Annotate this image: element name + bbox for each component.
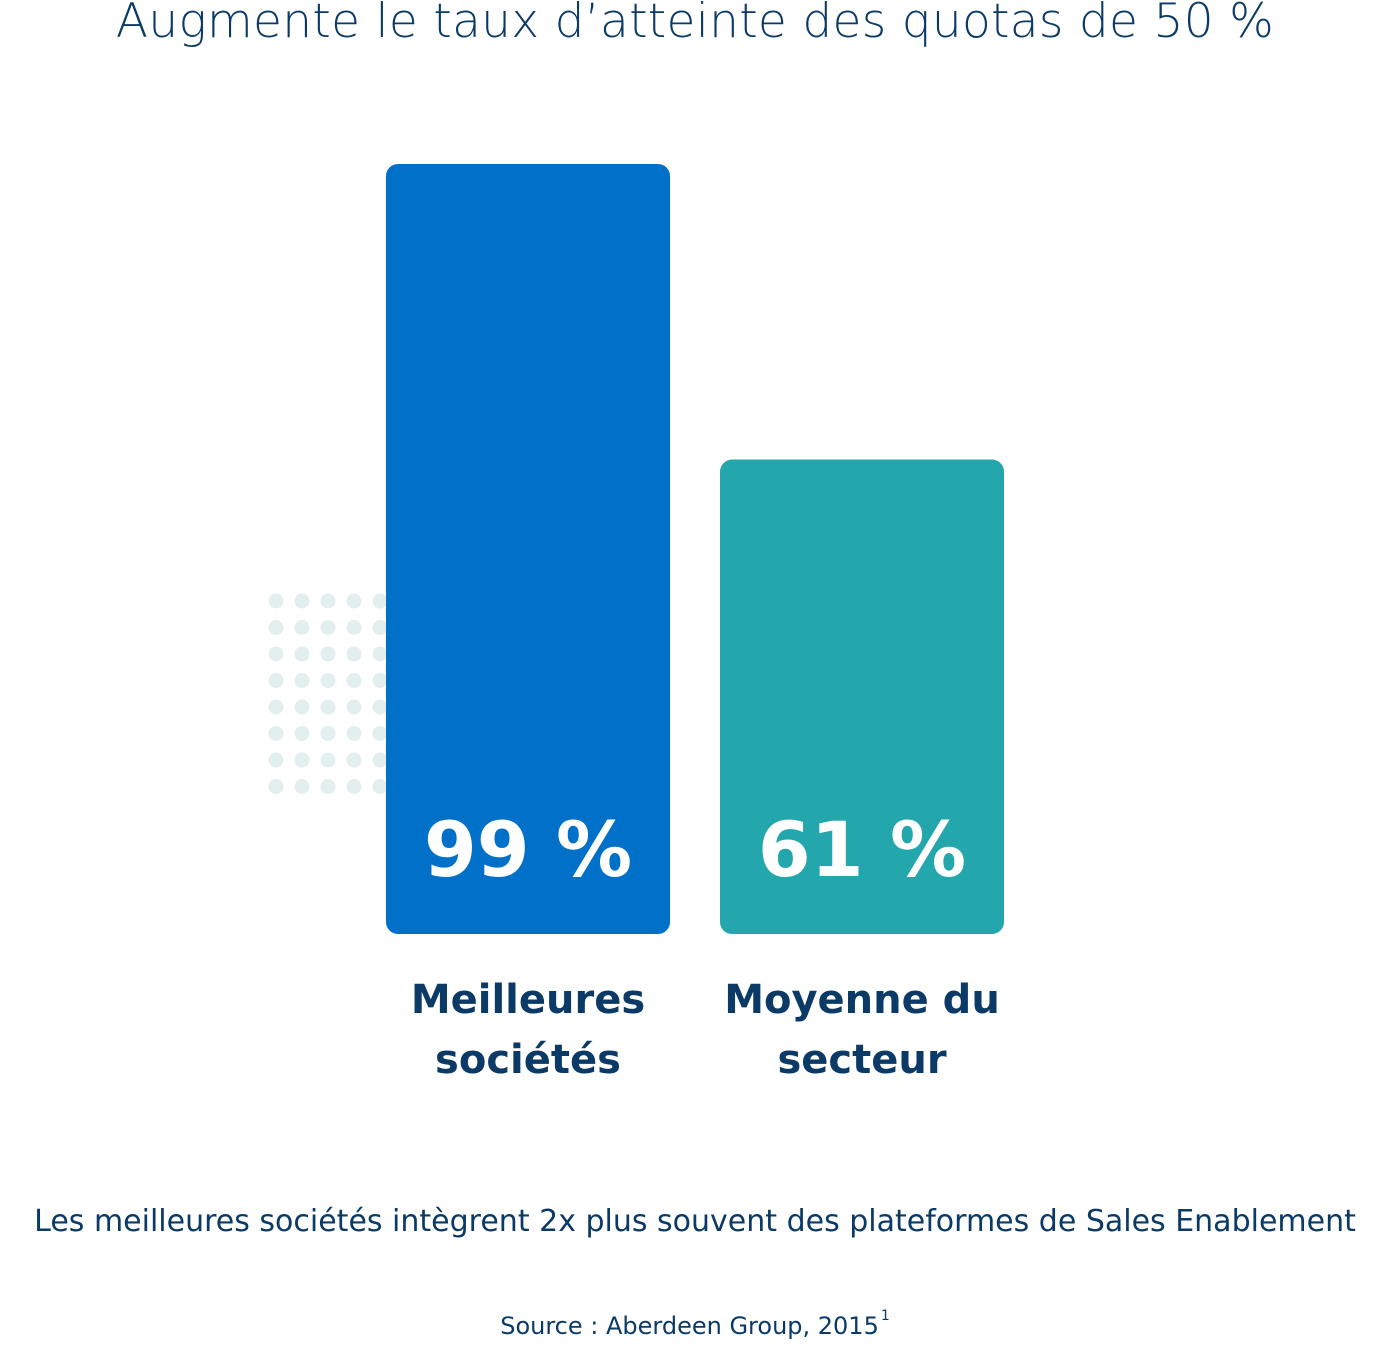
decorative-dot [320, 593, 336, 609]
decorative-dot [346, 593, 362, 609]
source-text: Source : Aberdeen Group, 2015 [500, 1312, 879, 1340]
decorative-dot [372, 646, 388, 662]
decorative-dot [346, 646, 362, 662]
decorative-dot [320, 726, 336, 741]
decorative-dot [320, 646, 336, 662]
decorative-dot [346, 620, 362, 635]
source-note: Source : Aberdeen Group, 2015 1 [0, 1308, 1390, 1340]
decorative-dot [320, 752, 336, 768]
decorative-dot [294, 726, 310, 741]
decorative-dot [268, 593, 284, 609]
decorative-dot [346, 779, 362, 794]
category-label-line: Moyenne du [724, 977, 1000, 1023]
category-label-industry-average: Moyenne du secteur [702, 970, 1022, 1090]
decorative-dot [372, 593, 388, 609]
category-label-line: secteur [777, 1037, 947, 1083]
decorative-dot [294, 752, 310, 768]
category-label-line: sociétés [435, 1037, 621, 1083]
decorative-dot [268, 779, 284, 794]
category-label-top-companies: Meilleures sociétés [368, 970, 688, 1090]
decorative-dot [294, 646, 310, 662]
decorative-dot [320, 699, 336, 715]
decorative-dot [372, 752, 388, 768]
decorative-dot [294, 779, 310, 794]
decorative-dot [268, 752, 284, 768]
decorative-dot [268, 620, 284, 635]
decorative-dot [320, 779, 336, 794]
decorative-dot [346, 699, 362, 715]
decorative-dot [372, 726, 388, 741]
decorative-dot [346, 726, 362, 741]
decorative-dot [268, 673, 284, 688]
decorative-dot [294, 673, 310, 688]
decorative-dot [268, 699, 284, 715]
category-label-line: Meilleures [410, 977, 646, 1023]
decorative-dot [320, 673, 336, 688]
decorative-dot [372, 779, 388, 794]
decorative-dot [294, 620, 310, 635]
bar [386, 164, 670, 934]
decorative-dot [320, 620, 336, 635]
decorative-dot [346, 752, 362, 768]
bar-value-label: 61 % [758, 805, 966, 894]
bar-value-label: 99 % [424, 805, 632, 894]
decorative-dot [372, 620, 388, 635]
footnote-marker: 1 [880, 1308, 890, 1324]
decorative-dot [268, 726, 284, 741]
decorative-dot [268, 646, 284, 662]
decorative-dot [294, 699, 310, 715]
decorative-dot [294, 593, 310, 609]
decorative-dot [346, 673, 362, 688]
decorative-dot-pattern [268, 593, 388, 794]
chart-title: Augmente le taux d’atteinte des quotas d… [115, 0, 1275, 49]
decorative-dot [372, 699, 388, 715]
bar [720, 459, 1004, 934]
chart-caption: Les meilleures sociétés intègrent 2x plu… [34, 1204, 1356, 1239]
decorative-dot [372, 673, 388, 688]
